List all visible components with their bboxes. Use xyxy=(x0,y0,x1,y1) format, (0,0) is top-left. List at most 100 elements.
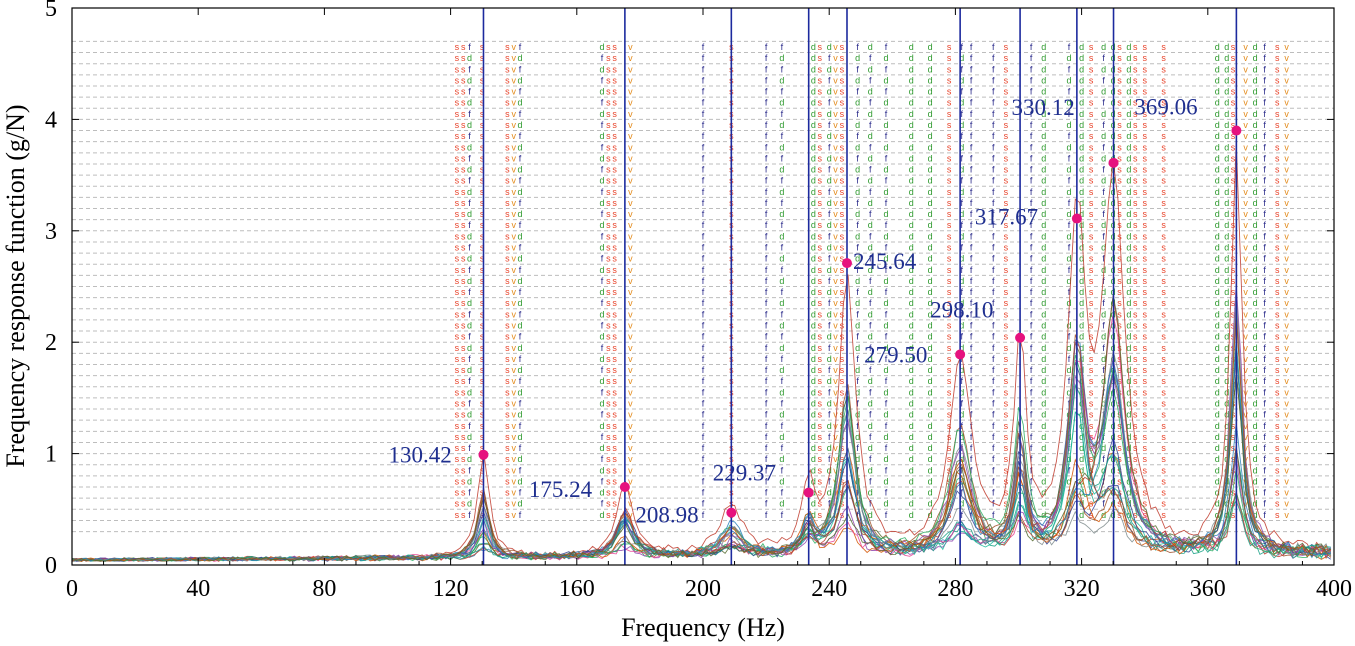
stabilization-symbol: s xyxy=(1161,443,1166,453)
stabilization-symbol: d xyxy=(855,343,860,353)
stabilization-symbol: f xyxy=(869,231,872,241)
peak-marker xyxy=(619,482,630,493)
stabilization-symbol: f xyxy=(856,309,859,319)
stabilization-symbol: f xyxy=(601,365,604,375)
stabilization-symbol: s xyxy=(1231,142,1236,152)
stabilization-symbol: f xyxy=(1263,488,1266,498)
stabilization-symbol: f xyxy=(970,343,973,353)
stabilization-symbol: d xyxy=(1224,53,1229,63)
stabilization-symbol: d xyxy=(1101,87,1106,97)
stabilization-symbol: d xyxy=(928,309,933,319)
stabilization-symbol: s xyxy=(455,499,460,509)
stabilization-symbol: d xyxy=(883,476,888,486)
stabilization-symbol: s xyxy=(480,365,485,375)
stabilization-symbol: s xyxy=(1133,365,1138,375)
stabilization-symbol: f xyxy=(468,488,471,498)
stabilization-symbol: d xyxy=(909,42,914,52)
stabilization-symbol: f xyxy=(992,75,995,85)
stabilization-symbol: f xyxy=(828,343,831,353)
stabilization-symbol: f xyxy=(992,42,995,52)
peak-label: 130.42 xyxy=(388,443,451,468)
stabilization-symbol: v xyxy=(511,376,516,386)
stabilization-symbol: d xyxy=(909,220,914,230)
stabilization-symbol: d xyxy=(1126,488,1131,498)
stabilization-symbol: d xyxy=(1224,254,1229,264)
stabilization-symbol: d xyxy=(928,165,933,175)
stabilization-symbol: f xyxy=(856,243,859,253)
stabilization-symbol: v xyxy=(1284,443,1289,453)
stabilization-symbol: f xyxy=(960,220,963,230)
stabilization-symbol: f xyxy=(828,410,831,420)
stabilization-symbol: s xyxy=(612,320,617,330)
stabilization-symbol: s xyxy=(612,209,617,219)
stabilization-symbol: f xyxy=(1030,410,1033,420)
stabilization-symbol: s xyxy=(1161,343,1166,353)
stabilization-symbol: s xyxy=(1004,98,1009,108)
stabilization-symbol: f xyxy=(1263,298,1266,308)
stabilization-symbol: s xyxy=(505,488,510,498)
stabilization-symbol: s xyxy=(606,298,611,308)
stabilization-symbol: f xyxy=(601,432,604,442)
stabilization-symbol: s xyxy=(1004,53,1009,63)
stabilization-symbol: s xyxy=(455,287,460,297)
stabilization-symbol: s xyxy=(1004,332,1009,342)
stabilization-symbol: d xyxy=(1041,376,1046,386)
stabilization-symbol: d xyxy=(909,354,914,364)
stabilization-symbol: d xyxy=(518,298,523,308)
stabilization-symbol: v xyxy=(1284,421,1289,431)
stabilization-symbol: f xyxy=(519,510,522,520)
stabilization-symbol: d xyxy=(600,153,605,163)
stabilization-symbol: f xyxy=(1102,298,1105,308)
stabilization-symbol: s xyxy=(1133,176,1138,186)
stabilization-symbol: s xyxy=(505,243,510,253)
stabilization-symbol: d xyxy=(928,365,933,375)
stabilization-symbol: d xyxy=(467,499,472,509)
stabilization-symbol: d xyxy=(928,410,933,420)
stabilization-symbol: d xyxy=(779,276,784,286)
stabilization-symbol: f xyxy=(765,187,768,197)
stabilization-symbol: f xyxy=(601,53,604,63)
stabilization-symbol: f xyxy=(856,198,859,208)
stabilization-symbol: d xyxy=(855,298,860,308)
stabilization-symbol: f xyxy=(765,120,768,130)
stabilization-symbol: s xyxy=(606,98,611,108)
peak-marker xyxy=(478,449,489,460)
stabilization-symbol: d xyxy=(928,476,933,486)
stabilization-symbol: s xyxy=(840,53,845,63)
stabilization-symbol: f xyxy=(992,276,995,286)
stabilization-symbol: s xyxy=(1161,231,1166,241)
stabilization-symbol: f xyxy=(992,510,995,520)
stabilization-symbol: d xyxy=(779,75,784,85)
stabilization-symbol: d xyxy=(855,165,860,175)
stabilization-symbol: f xyxy=(601,499,604,509)
stabilization-symbol: s xyxy=(1161,254,1166,264)
stabilization-symbol: f xyxy=(1030,454,1033,464)
stabilization-symbol: s xyxy=(612,287,617,297)
stabilization-symbol: f xyxy=(869,53,872,63)
stabilization-symbol: s xyxy=(455,454,460,464)
stabilization-symbol: f xyxy=(992,153,995,163)
stabilization-symbol: d xyxy=(1126,142,1131,152)
stabilization-symbol: s xyxy=(1231,454,1236,464)
stabilization-symbol: s xyxy=(480,209,485,219)
stabilization-symbol: f xyxy=(519,64,522,74)
stabilization-symbol: f xyxy=(1030,309,1033,319)
stabilization-symbol: s xyxy=(1133,320,1138,330)
stabilization-symbol: d xyxy=(909,398,914,408)
stabilization-symbol: f xyxy=(468,243,471,253)
stabilization-symbol: v xyxy=(628,320,633,330)
stabilization-symbol: d xyxy=(1215,432,1220,442)
stabilization-symbol: f xyxy=(1263,332,1266,342)
stabilization-symbol: v xyxy=(1243,120,1248,130)
stabilization-symbol: s xyxy=(455,42,460,52)
stabilization-symbol: s xyxy=(455,243,460,253)
stabilization-symbol: s xyxy=(480,465,485,475)
stabilization-symbol: v xyxy=(1284,376,1289,386)
stabilization-symbol: d xyxy=(1224,176,1229,186)
stabilization-symbol: d xyxy=(1215,131,1220,141)
stabilization-symbol: f xyxy=(828,387,831,397)
stabilization-symbol: s xyxy=(840,120,845,130)
stabilization-symbol: s xyxy=(1117,120,1122,130)
stabilization-symbol: s xyxy=(1004,387,1009,397)
